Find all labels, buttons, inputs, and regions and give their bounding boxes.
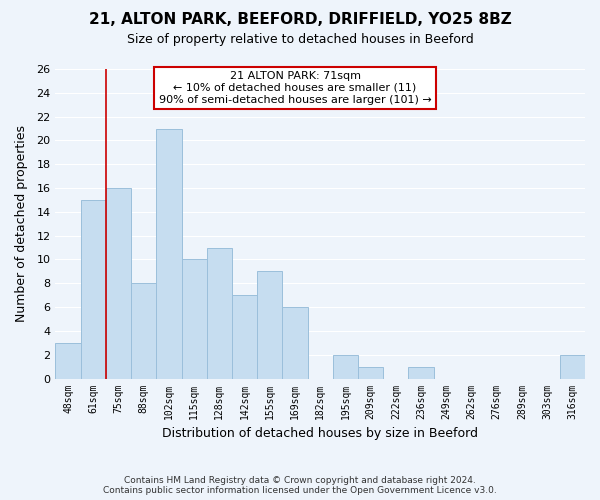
Y-axis label: Number of detached properties: Number of detached properties — [15, 126, 28, 322]
Bar — [182, 260, 207, 378]
Bar — [560, 354, 585, 378]
Bar — [257, 272, 283, 378]
Bar — [283, 307, 308, 378]
Bar — [80, 200, 106, 378]
Text: Size of property relative to detached houses in Beeford: Size of property relative to detached ho… — [127, 32, 473, 46]
Text: Contains HM Land Registry data © Crown copyright and database right 2024.
Contai: Contains HM Land Registry data © Crown c… — [103, 476, 497, 495]
Bar — [333, 354, 358, 378]
Bar — [55, 343, 80, 378]
Bar — [157, 128, 182, 378]
Bar — [131, 284, 157, 378]
Text: 21, ALTON PARK, BEEFORD, DRIFFIELD, YO25 8BZ: 21, ALTON PARK, BEEFORD, DRIFFIELD, YO25… — [89, 12, 511, 28]
Bar — [207, 248, 232, 378]
Bar — [409, 366, 434, 378]
Bar — [106, 188, 131, 378]
X-axis label: Distribution of detached houses by size in Beeford: Distribution of detached houses by size … — [162, 427, 478, 440]
Bar — [232, 295, 257, 378]
Text: 21 ALTON PARK: 71sqm
← 10% of detached houses are smaller (11)
90% of semi-detac: 21 ALTON PARK: 71sqm ← 10% of detached h… — [158, 72, 431, 104]
Bar — [358, 366, 383, 378]
